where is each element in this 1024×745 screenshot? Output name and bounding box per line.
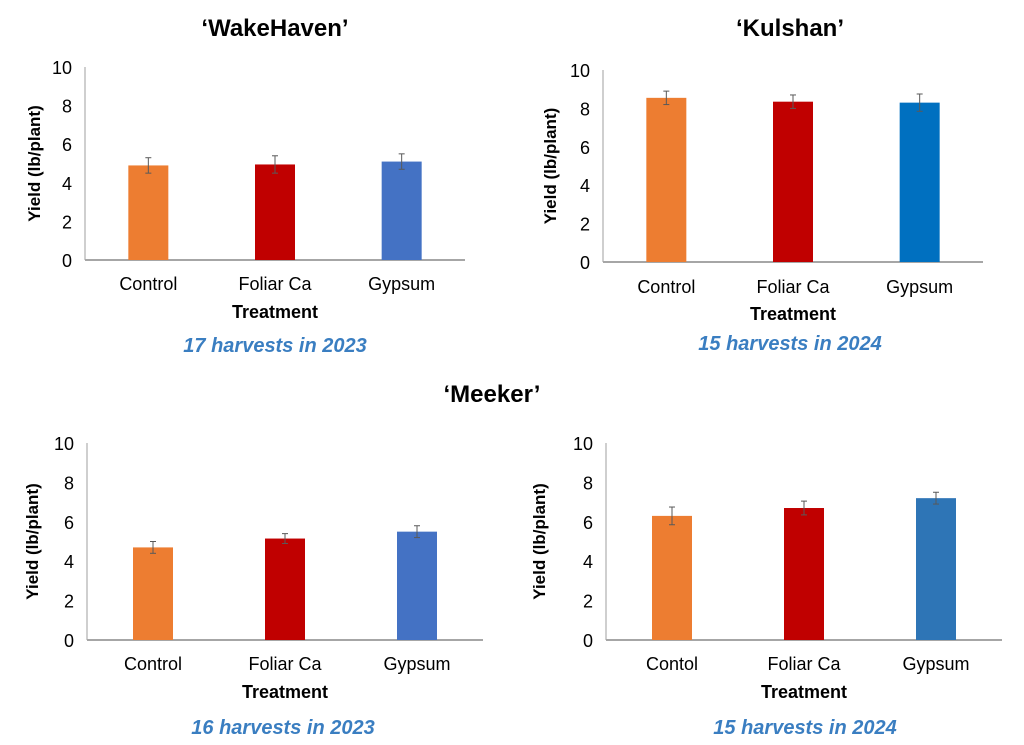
error-bar bbox=[145, 157, 152, 174]
x-axis-label: Treatment bbox=[242, 682, 328, 702]
harvest-caption: 17 harvests in 2023 bbox=[183, 335, 366, 357]
x-tick-label: Gypsum bbox=[886, 277, 953, 297]
bar-foliar-ca bbox=[265, 538, 305, 640]
bar-gypsum bbox=[397, 531, 437, 640]
y-tick-label: 10 bbox=[573, 434, 593, 454]
y-tick-label: 0 bbox=[580, 253, 590, 273]
error-bar bbox=[398, 153, 405, 170]
y-axis-label: Yield (lb/plant) bbox=[25, 105, 44, 221]
y-tick-label: 10 bbox=[52, 58, 72, 78]
harvest-caption: 15 harvests in 2024 bbox=[713, 717, 896, 739]
y-tick-label: 8 bbox=[580, 99, 590, 119]
harvest-caption: 15 harvests in 2024 bbox=[698, 333, 881, 355]
y-tick-label: 10 bbox=[570, 61, 590, 81]
y-tick-label: 4 bbox=[62, 174, 72, 194]
heading-meeker: ‘Meeker’ bbox=[444, 381, 541, 408]
y-tick-label: 4 bbox=[64, 552, 74, 572]
y-tick-label: 6 bbox=[64, 513, 74, 533]
x-tick-label: Foliar Ca bbox=[248, 654, 322, 674]
x-tick-label: Foliar Ca bbox=[756, 277, 830, 297]
y-tick-label: 6 bbox=[62, 135, 72, 155]
chart-3: 0 2 4 6 8 10 Contol Foliar Ca Gypsum Treatment Yie… bbox=[530, 434, 1002, 739]
y-tick-label: 0 bbox=[583, 631, 593, 651]
x-tick-label: Control bbox=[124, 654, 182, 674]
y-tick-label: 2 bbox=[62, 212, 72, 232]
error-bar bbox=[933, 491, 939, 505]
error-bar bbox=[150, 541, 156, 554]
heading-kulshan: ‘Kulshan’ bbox=[736, 15, 844, 42]
y-tick-label: 10 bbox=[54, 434, 74, 454]
y-tick-label: 8 bbox=[62, 97, 72, 117]
y-tick-label: 4 bbox=[580, 176, 590, 196]
bar-control bbox=[133, 547, 173, 640]
bar-foliar-ca bbox=[255, 164, 295, 260]
error-bar bbox=[414, 525, 420, 539]
bar-gypsum bbox=[899, 102, 940, 262]
x-axis-label: Treatment bbox=[232, 302, 318, 322]
bar-control bbox=[646, 97, 687, 262]
x-axis-label: Treatment bbox=[761, 682, 847, 702]
error-bar bbox=[790, 94, 796, 109]
bar-foliar-ca bbox=[784, 508, 824, 640]
error-bar bbox=[916, 93, 923, 112]
y-tick-label: 2 bbox=[580, 215, 590, 235]
y-tick-label: 8 bbox=[64, 473, 74, 493]
error-bar bbox=[663, 90, 670, 106]
y-axis-label: Yield (lb/plant) bbox=[530, 483, 549, 599]
y-tick-label: 0 bbox=[62, 251, 72, 271]
x-tick-label: Foliar Ca bbox=[767, 654, 841, 674]
chart-0: 0 2 4 6 8 10 Control Foliar Ca Gypsum Treatment Yi… bbox=[25, 58, 465, 357]
y-tick-label: 6 bbox=[580, 138, 590, 158]
x-tick-label: Control bbox=[119, 274, 177, 294]
harvest-caption: 16 harvests in 2023 bbox=[191, 717, 374, 739]
y-tick-label: 0 bbox=[64, 631, 74, 651]
error-bar bbox=[669, 506, 675, 526]
x-axis-label: Treatment bbox=[750, 304, 836, 324]
x-tick-label: Foliar Ca bbox=[238, 274, 312, 294]
y-tick-label: 2 bbox=[583, 592, 593, 612]
bar-foliar-ca bbox=[773, 101, 813, 263]
y-tick-label: 4 bbox=[583, 552, 593, 572]
bar-gypsum bbox=[381, 161, 422, 260]
x-tick-label: Gypsum bbox=[383, 654, 450, 674]
chart-1: 0 2 4 6 8 10 Control Foliar Ca Gypsum Treatment Yi… bbox=[541, 61, 983, 355]
x-tick-label: Control bbox=[637, 277, 695, 297]
bar-control bbox=[128, 165, 169, 260]
y-axis-label: Yield (lb/plant) bbox=[23, 483, 42, 599]
y-axis-label: Yield (lb/plant) bbox=[541, 108, 560, 224]
x-tick-label: Gypsum bbox=[902, 654, 969, 674]
bar-gypsum bbox=[916, 498, 956, 640]
y-tick-label: 8 bbox=[583, 473, 593, 493]
heading-wakehaven: ‘WakeHaven’ bbox=[201, 15, 348, 42]
bar-contol bbox=[652, 515, 692, 640]
y-tick-label: 6 bbox=[583, 513, 593, 533]
chart-2: 0 2 4 6 8 10 Control Foliar Ca Gypsum Treatment Yi… bbox=[23, 434, 483, 739]
x-tick-label: Contol bbox=[646, 654, 698, 674]
error-bar bbox=[801, 500, 807, 516]
x-tick-label: Gypsum bbox=[368, 274, 435, 294]
error-bar bbox=[272, 155, 278, 174]
error-bar bbox=[282, 533, 288, 544]
y-tick-label: 2 bbox=[64, 592, 74, 612]
